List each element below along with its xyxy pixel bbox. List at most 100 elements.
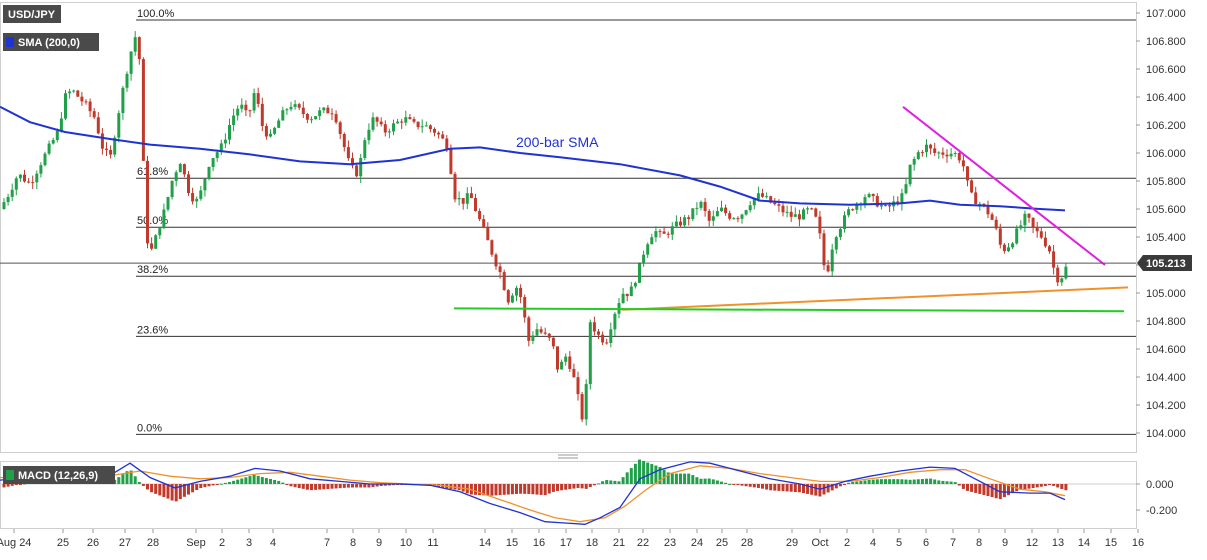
candle-body <box>310 119 313 121</box>
candle-body <box>297 104 301 108</box>
macd-histogram-bar <box>974 484 978 493</box>
x-tick-label: 25 <box>57 537 69 549</box>
price-y-tick-label: 104.200 <box>1146 400 1186 412</box>
candle-body <box>949 153 953 157</box>
macd-histogram-bar <box>724 482 728 484</box>
macd-histogram-bar <box>945 481 949 484</box>
candle-body <box>707 210 711 221</box>
symbol-badge[interactable]: USD/JPY <box>3 5 61 23</box>
macd-histogram-bar <box>888 479 892 484</box>
macd-histogram-bar <box>748 484 752 487</box>
macd-histogram-bar <box>510 484 514 495</box>
macd-histogram-bar <box>929 478 933 484</box>
candle-body <box>752 198 756 206</box>
candle-body <box>359 157 363 177</box>
candle-body <box>920 152 924 154</box>
macd-line <box>0 461 1066 525</box>
candle-body <box>355 165 359 177</box>
candle-body <box>843 215 846 229</box>
candle-body <box>248 110 252 112</box>
candle-body <box>822 233 826 266</box>
candle-body <box>580 394 584 420</box>
macd-histogram-bar <box>871 479 875 484</box>
macd-histogram-bar <box>588 484 592 488</box>
candle-body <box>43 153 47 166</box>
candle-body <box>568 356 572 369</box>
candle-body <box>100 133 104 149</box>
candle-body <box>867 194 871 198</box>
candle-body <box>703 201 707 211</box>
candle-body <box>793 214 797 217</box>
macd-histogram-bar <box>187 484 190 495</box>
candle-body <box>785 211 789 213</box>
candle-body <box>469 193 473 199</box>
macd-histogram-bar <box>375 484 379 487</box>
candle-body <box>318 110 322 117</box>
macd-histogram-bar <box>769 484 773 491</box>
macd-histogram-bar <box>490 484 494 496</box>
candle-body <box>76 90 80 97</box>
macd-histogram-bar <box>670 473 674 484</box>
candle-body <box>338 122 342 135</box>
candle-body <box>982 203 986 206</box>
candle-body <box>322 107 326 111</box>
macd-histogram-bar <box>515 484 518 494</box>
candle-body <box>863 197 867 204</box>
macd-histogram-bar <box>1007 484 1010 496</box>
macd-histogram-bar <box>687 473 691 484</box>
sma-badge[interactable]: SMA (200,0) <box>3 33 99 51</box>
candle-body <box>572 368 576 378</box>
candle-body <box>834 237 838 250</box>
macd-histogram-bar <box>383 484 387 486</box>
candle-body <box>182 164 186 175</box>
price-y-tick-label: 105.400 <box>1146 232 1186 244</box>
candle-body <box>301 107 305 115</box>
macd-histogram-bar <box>519 484 523 494</box>
candle-body <box>109 149 113 155</box>
x-tick-label: 21 <box>613 537 625 549</box>
macd-histogram-bar <box>707 478 711 484</box>
macd-histogram-bar <box>793 484 797 492</box>
macd-histogram-bar <box>474 484 477 495</box>
macd-histogram-bar <box>363 484 367 488</box>
macd-histogram-bar <box>666 472 670 484</box>
macd-histogram-bar <box>551 484 555 492</box>
candle-body <box>137 37 141 60</box>
rising-support-trendline <box>621 286 1129 311</box>
macd-histogram-bar <box>273 479 277 484</box>
candle-body <box>424 125 428 127</box>
candle-body <box>1052 251 1056 268</box>
macd-histogram-bar <box>785 484 789 492</box>
panel-splitter[interactable] <box>558 454 578 459</box>
candle-body <box>445 138 449 149</box>
candle-body <box>236 108 240 116</box>
candle-body <box>720 207 723 212</box>
macd-histogram-bar <box>646 462 650 484</box>
candle-body <box>884 205 887 207</box>
macd-histogram-bar <box>2 484 6 488</box>
macd-histogram-bar <box>703 478 707 484</box>
candle-body <box>31 182 35 184</box>
candle-body <box>662 231 666 234</box>
macd-histogram-bar <box>195 484 199 490</box>
candle-body <box>588 322 592 385</box>
x-tick-label: 16 <box>1132 537 1144 549</box>
candle-body <box>47 143 51 154</box>
candle-body <box>789 211 793 217</box>
candle-body <box>941 152 945 155</box>
candle-body <box>482 219 486 228</box>
macd-histogram-bar <box>843 484 846 485</box>
candle-body <box>6 196 10 203</box>
price-y-tick-label: 104.600 <box>1146 344 1186 356</box>
macd-histogram-bar <box>543 484 547 496</box>
macd-badge[interactable]: MACD (12,26,9) <box>3 466 115 484</box>
x-tick-label: 11 <box>427 537 438 549</box>
macd-histogram-bar <box>326 484 330 489</box>
macd-histogram-bar <box>953 482 957 484</box>
candle-body <box>994 219 998 229</box>
fibonacci-levels: 100.0% 61.8% 50.0% 38.2% 23.6% 0.0% <box>136 8 1136 435</box>
macd-histogram-bar <box>281 482 285 484</box>
candle-body <box>232 115 236 126</box>
